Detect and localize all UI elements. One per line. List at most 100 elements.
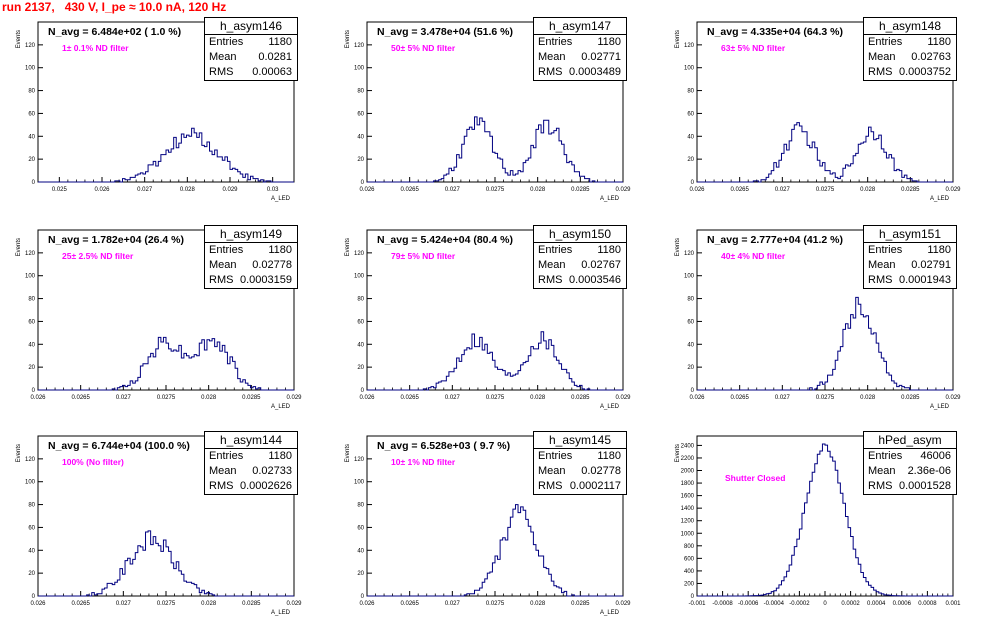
x-tick-label: 0.027 [116,395,132,401]
x-tick-label: 0.0004 [867,601,886,607]
y-tick-label: 80 [687,89,694,95]
y-tick-label: 60 [28,319,35,325]
chart-h_asym145: 0.026 0.0265 0.027 0.0275 0.028 0.0285 0.029 0 2… [345,435,631,616]
stats-key: Mean [209,51,237,63]
x-tick-label: 0.0285 [901,395,920,401]
stats-row-mean: Mean 0.02733 [205,464,297,479]
x-tick-label: 0.026 [30,601,46,607]
stats-title: h_asym149 [205,226,297,243]
stats-row-entries: Entries 1180 [534,243,626,258]
stats-row-mean: Mean 0.0281 [205,50,297,65]
y-tick-label: 60 [687,111,694,117]
stats-key: Mean [868,259,896,271]
stats-row-rms: RMS 0.0001943 [864,273,956,288]
stats-box-hPed_asym: hPed_asym Entries 46006 Mean 2.36e-06 RMS 0.00… [863,431,957,495]
stats-value: 0.0003546 [569,274,621,286]
histogram-line [38,127,294,183]
chart-h_asym146: 0.025 0.026 0.027 0.028 0.029 0.03 0 20 40 60 80 10… [16,21,295,202]
x-tick-label: 0.027 [445,601,461,607]
stats-box-h_asym149: h_asym149 Entries 1180 Mean 0.02778 RMS 0.0003… [204,225,298,289]
y-tick-label: 80 [357,503,364,509]
y-tick-label: 40 [687,342,694,348]
plot-frame [37,21,295,183]
y-axis-label: Events [675,444,681,462]
y-tick-label: 100 [25,66,36,72]
y-tick-label: 0 [32,594,36,600]
x-tick-label: 0 [823,601,827,607]
x-tick-label: 0.028 [201,395,217,401]
x-tick-label: 0.028 [860,395,876,401]
stats-key: Entries [868,244,903,256]
stats-key: RMS [538,66,563,78]
y-tick-label: 120 [354,251,365,257]
y-tick-label: 120 [354,457,365,463]
y-tick-label: 0 [361,388,365,394]
y-tick-label: 2000 [681,469,695,475]
y-tick-label: 0 [32,180,36,186]
y-axis-label: Events [16,444,22,462]
y-tick-label: 100 [25,274,36,280]
x-tick-label: 0.0275 [816,187,835,193]
histogram-line [697,296,953,391]
x-axis-label: A_LED [600,404,620,410]
n-avg-label: N_avg = 2.777e+04 (41.2 %) [707,234,843,246]
stats-key: RMS [868,66,893,78]
x-tick-label: 0.0002 [841,601,860,607]
chart-hPed_asym: -0.001 -0.0008 -0.0006 -0.0004 -0.0002 0 0.000… [675,435,961,607]
stats-row-mean: Mean 0.02778 [534,464,626,479]
stats-key: RMS [538,274,563,286]
x-tick-label: 0.027 [116,601,132,607]
x-tick-label: 0.0265 [71,395,90,401]
n-avg-label: N_avg = 1.782e+04 (26.4 %) [48,234,184,246]
y-tick-label: 600 [684,556,695,562]
y-tick-label: 0 [691,594,695,600]
x-tick-label: 0.029 [615,187,631,193]
y-axis-label: Events [16,30,22,48]
x-tick-label: 0.0265 [400,601,419,607]
x-tick-label: -0.0004 [764,601,785,607]
x-tick-label: 0.029 [945,395,961,401]
stats-value: 0.0003489 [569,66,621,78]
y-axis-label: Events [345,444,351,462]
stats-row-mean: Mean 0.02778 [205,258,297,273]
histogram-line [38,530,294,597]
y-tick-label: 100 [684,274,695,280]
stats-key: Entries [209,36,244,48]
y-tick-label: 60 [28,525,35,531]
stats-key: Mean [868,465,896,477]
histogram-line [367,116,623,183]
stats-title: h_asym145 [534,432,626,449]
y-tick-label: 60 [357,111,364,117]
stats-box-h_asym147: h_asym147 Entries 1180 Mean 0.02771 RMS 0.0003… [533,17,627,81]
stats-value: 1180 [597,36,621,48]
stats-box-h_asym145: h_asym145 Entries 1180 Mean 0.02778 RMS 0.0002… [533,431,627,495]
y-tick-label: 120 [25,43,36,49]
chart-h_asym150: 0.026 0.0265 0.027 0.0275 0.028 0.0285 0.029 0 2… [345,229,631,410]
stats-box-h_asym151: h_asym151 Entries 1180 Mean 0.02791 RMS 0.0001… [863,225,957,289]
y-tick-label: 40 [357,134,364,140]
y-tick-label: 100 [354,66,365,72]
x-axis-label: A_LED [930,404,950,410]
filter-label: 100% (No filter) [62,457,124,467]
stats-value: 0.0003159 [240,274,292,286]
stats-title: h_asym151 [864,226,956,243]
stats-row-mean: Mean 0.02767 [534,258,626,273]
stats-key: Entries [868,450,903,462]
y-tick-label: 20 [357,571,364,577]
x-tick-label: 0.0275 [157,395,176,401]
x-tick-label: 0.026 [359,601,375,607]
stats-box-h_asym144: h_asym144 Entries 1180 Mean 0.02733 RMS 0.0002… [204,431,298,495]
x-tick-label: 0.0008 [918,601,937,607]
x-tick-label: 0.0265 [400,395,419,401]
stats-box-h_asym146: h_asym146 Entries 1180 Mean 0.0281 RMS 0.00063 [204,17,298,81]
y-tick-label: 60 [28,111,35,117]
stats-key: RMS [209,480,234,492]
y-tick-label: 120 [25,457,36,463]
x-tick-label: 0.026 [359,187,375,193]
stats-key: RMS [868,274,893,286]
chart-h_asym147: 0.026 0.0265 0.027 0.0275 0.028 0.0285 0.029 0 2… [345,21,631,202]
stats-row-mean: Mean 0.02771 [534,50,626,65]
stats-row-rms: RMS 0.0003159 [205,273,297,288]
y-tick-label: 20 [687,157,694,163]
